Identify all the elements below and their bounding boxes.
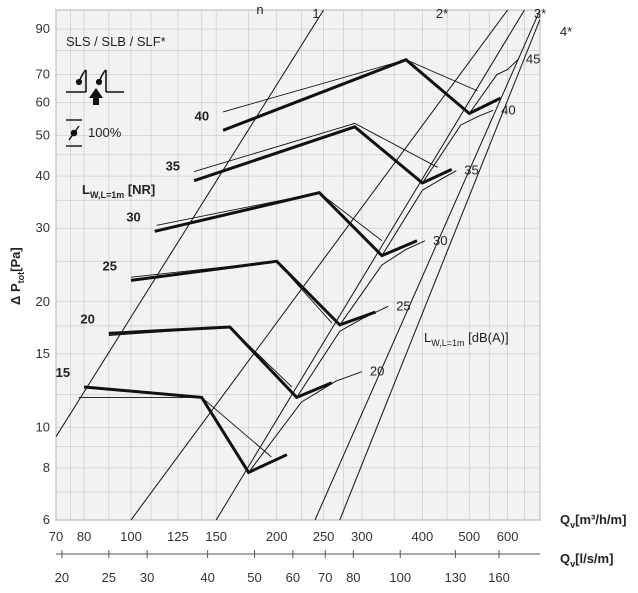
x-tick-label-m3h: 600 bbox=[497, 529, 519, 544]
nr-curve-label: 15 bbox=[56, 365, 70, 380]
plot-area bbox=[55, 9, 541, 521]
y-tick-label: 6 bbox=[43, 512, 50, 527]
slot-line-4star bbox=[339, 19, 540, 520]
slot-line-label: 3* bbox=[534, 6, 546, 21]
nr-curve-35 bbox=[193, 125, 453, 185]
dba-curve-20 bbox=[248, 371, 363, 473]
dba-curve-40 bbox=[421, 109, 494, 184]
slot-line-label: 4* bbox=[560, 24, 572, 39]
dba-curve-label: 35 bbox=[464, 163, 478, 178]
damper-percent-label: 100% bbox=[88, 125, 122, 140]
y-tick-label: 20 bbox=[36, 294, 50, 309]
curve-labels: n 1 2* 3* 4* 20 25 30 35 40 45 15 20 25 30 35 40 bbox=[56, 2, 573, 380]
x-tick-label-ls: 60 bbox=[286, 570, 300, 585]
nr-curve-label: 30 bbox=[126, 209, 140, 224]
nr-curve-20 bbox=[108, 325, 333, 400]
dba-curve-label: 45 bbox=[526, 52, 540, 67]
x-axis-label-m3h: Qv[m³/h/m] bbox=[560, 512, 626, 530]
x-tick-label-m3h: 400 bbox=[412, 529, 434, 544]
slot-line-label: 2* bbox=[436, 6, 448, 21]
x-axis-label-ls: Qv[l/s/m] bbox=[560, 551, 613, 569]
x-tick-label-ls: 160 bbox=[488, 570, 510, 585]
dba-curve-45 bbox=[468, 59, 519, 114]
x-tick-label-ls: 70 bbox=[318, 570, 332, 585]
x-tick-label-m3h: 250 bbox=[313, 529, 335, 544]
slot-line-label: n bbox=[256, 2, 263, 17]
slot-line-n bbox=[130, 10, 508, 520]
damper-icon bbox=[66, 119, 82, 147]
x-tick-label-ls: 100 bbox=[389, 570, 411, 585]
nr-curve-40 bbox=[222, 57, 502, 132]
dba-curve-30 bbox=[339, 240, 426, 326]
slot-line-3star bbox=[314, 10, 540, 520]
y-tick-label: 60 bbox=[36, 95, 50, 110]
x-tick-label-ls: 40 bbox=[200, 570, 214, 585]
y-axis-label: Δ Ptot[Pa] bbox=[8, 247, 26, 305]
x-tick-label-m3h: 70 bbox=[49, 529, 63, 544]
nr-curve-label: 35 bbox=[166, 159, 180, 174]
nr-curve-30 bbox=[154, 191, 418, 258]
x-tick-label-m3h: 500 bbox=[458, 529, 480, 544]
dba-curve-35 bbox=[381, 170, 457, 256]
y-tick-label: 70 bbox=[36, 67, 50, 82]
nr-label: LW,L=1m [NR] bbox=[82, 182, 155, 200]
y-tick-label: 8 bbox=[43, 460, 50, 475]
x-tick-label-m3h: 200 bbox=[266, 529, 288, 544]
dba-curve-label: 30 bbox=[433, 233, 447, 248]
x-tick-label-ls: 50 bbox=[247, 570, 261, 585]
nr-curve-label: 20 bbox=[80, 311, 94, 326]
x-tick-label-ls: 130 bbox=[445, 570, 467, 585]
ls-axis-ticks: 20 25 30 40 50 60 70 80 100 130 160 bbox=[55, 550, 510, 585]
y-tick-label: 10 bbox=[36, 419, 50, 434]
slot-line-label: 1 bbox=[312, 6, 319, 21]
x-tick-label-m3h: 125 bbox=[167, 529, 189, 544]
nr-curve-25 bbox=[130, 259, 377, 327]
y-tick-label: 15 bbox=[36, 346, 50, 361]
x-tick-label-m3h: 150 bbox=[205, 529, 227, 544]
chart-title: SLS / SLB / SLF* bbox=[66, 34, 166, 49]
x-tick-label-ls: 25 bbox=[102, 570, 116, 585]
y-tick-label: 40 bbox=[36, 168, 50, 183]
dba-curve-label: 40 bbox=[501, 102, 515, 117]
dba-label: LW,L=1m [dB(A)] bbox=[424, 330, 509, 348]
dba-curve-label: 20 bbox=[370, 364, 384, 379]
nr-thin-line-35 bbox=[193, 122, 438, 173]
x-tick-label-ls: 80 bbox=[346, 570, 360, 585]
nr-curve-label: 40 bbox=[195, 108, 209, 123]
x-tick-label-m3h: 300 bbox=[351, 529, 373, 544]
tick-labels: 70 80 100 125 150 200 250 300 400 500 600 6 8 10 15 20 3… bbox=[36, 21, 519, 544]
nr-curve-15 bbox=[83, 385, 288, 475]
x-tick-label-ls: 30 bbox=[140, 570, 154, 585]
y-tick-label: 50 bbox=[36, 128, 50, 143]
slot-lines bbox=[56, 10, 540, 520]
nr-curve-label: 25 bbox=[103, 258, 117, 273]
dba-curve-label: 25 bbox=[396, 298, 410, 313]
y-tick-label: 90 bbox=[36, 21, 50, 36]
slot-diffuser-icon bbox=[66, 69, 124, 105]
x-tick-label-ls: 20 bbox=[55, 570, 69, 585]
y-tick-label: 30 bbox=[36, 220, 50, 235]
x-tick-label-m3h: 100 bbox=[120, 529, 142, 544]
curves bbox=[78, 57, 519, 475]
x-tick-label-m3h: 80 bbox=[77, 529, 91, 544]
slot-line-2star bbox=[215, 10, 525, 520]
